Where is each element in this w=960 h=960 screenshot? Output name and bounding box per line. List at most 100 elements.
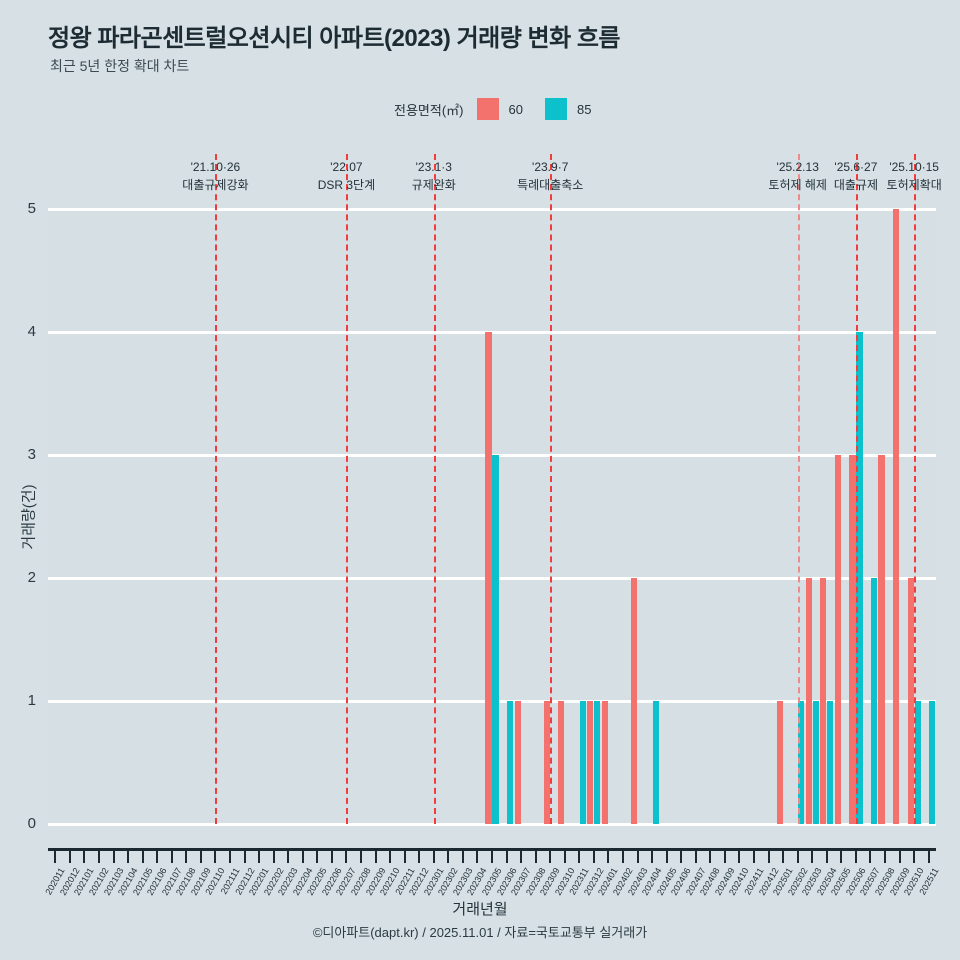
x-tick [156, 851, 159, 863]
x-tick [228, 851, 231, 863]
x-tick [694, 851, 697, 863]
x-tick [345, 851, 348, 863]
event-line-202309 [550, 154, 553, 824]
bar-60-202504 [820, 578, 827, 824]
x-tick [563, 851, 566, 863]
x-tick [214, 851, 217, 863]
bar-60-202307 [514, 701, 521, 824]
gridline [48, 207, 936, 211]
x-tick [738, 851, 741, 863]
annotation-date: '25.6·27 [834, 160, 878, 174]
x-tick [592, 851, 595, 863]
bar-60-202509 [893, 209, 900, 824]
annotation-text: 대출규제강화 [182, 178, 249, 192]
x-tick [869, 851, 872, 863]
gridline [48, 822, 936, 826]
event-line-202506 [855, 154, 858, 824]
bar-60-202508 [878, 455, 885, 824]
page-title: 정왕 파라곤센트럴오션시티 아파트(2023) 거래량 변화 흐름 [48, 25, 620, 52]
x-tick [389, 851, 392, 863]
x-tick [403, 851, 406, 863]
y-tick-label: 3 [27, 446, 36, 463]
plot-area: 거래량(건) [21, 154, 936, 826]
bar-60-202310 [558, 701, 565, 824]
x-tick [884, 851, 887, 863]
x-tick [447, 851, 450, 863]
y-tick-label: 5 [27, 200, 36, 217]
event-line-202510 [914, 154, 917, 824]
x-tick [112, 851, 115, 863]
bar-60-202510 [907, 578, 914, 824]
x-tick [811, 851, 814, 863]
bar-60-202506 [849, 455, 856, 824]
x-tick [534, 851, 537, 863]
y-tick-label: 1 [27, 692, 36, 709]
x-axis-label: 거래년월 [452, 901, 508, 918]
annotation-date: '21.10·26 [190, 160, 241, 174]
bar-60-202401 [601, 701, 609, 824]
x-tick [520, 851, 523, 863]
gridline [48, 330, 936, 334]
x-tick [316, 851, 319, 863]
event-line-202207 [346, 154, 349, 824]
bar-85-202506 [856, 332, 863, 824]
event-line-202301 [433, 154, 436, 824]
x-tick [578, 851, 581, 863]
x-tick [374, 851, 377, 863]
x-tick [170, 851, 173, 863]
chart-legend: 전용면적(㎡) 60 85 [394, 98, 613, 120]
x-tick [680, 851, 683, 863]
x-tick [913, 851, 916, 863]
x-tick [782, 851, 785, 863]
bar-85-202404 [652, 701, 659, 824]
x-tick [287, 851, 290, 863]
x-tick [825, 851, 828, 863]
x-tick [185, 851, 188, 863]
gridline [48, 699, 936, 703]
bar-60-202503 [805, 578, 812, 824]
annotation-202309: '23.9·7 특례대출축소 [517, 158, 583, 194]
annotation-date: '23.9·7 [532, 160, 569, 174]
gridline [48, 576, 936, 580]
y-tick-label: 2 [27, 569, 36, 586]
bar-85-202311 [579, 701, 586, 824]
x-tick [432, 851, 435, 863]
bar-85-202305 [492, 455, 499, 824]
x-tick [491, 851, 493, 863]
annotation-202110: '21.10·26 대출규제강화 [182, 158, 248, 194]
bar-60-202309 [543, 701, 550, 824]
legend-swatch-60 [476, 98, 499, 120]
annotation-202301: '23.1·3 규제완화 [412, 158, 456, 194]
legend-label-85: 85 [576, 101, 592, 117]
event-line-202502 [797, 154, 800, 824]
legend-swatch-85 [544, 98, 567, 120]
annotation-text: 토허제 해제 [768, 178, 827, 192]
bar-60-202505 [834, 455, 841, 824]
bar-60-202305 [485, 332, 492, 824]
bar-85-202510 [914, 701, 921, 824]
legend-label-60: 60 [508, 101, 523, 117]
bar-85-202502 [798, 701, 805, 824]
x-tick [898, 851, 901, 863]
x-tick [476, 851, 479, 863]
annotation-date: '25.10·15 [889, 160, 939, 174]
x-tick [330, 851, 333, 863]
x-tick [927, 851, 930, 863]
x-tick [767, 851, 770, 863]
x-tick [127, 851, 130, 863]
y-tick-label: 0 [27, 815, 36, 832]
annotation-date: '22.07 [330, 160, 363, 174]
bar-60-202403 [630, 578, 638, 824]
annotation-202506: '25.6·27 대출규제 [834, 158, 878, 194]
x-tick [854, 851, 857, 863]
x-tick [359, 851, 362, 863]
bar-85-202306 [506, 701, 514, 824]
gridline [48, 453, 936, 457]
credit-text: ©디아파트(dapt.kr) / 2025.11.01 / 자료=국토교통부 실… [312, 925, 648, 940]
y-tick-label: 4 [27, 323, 36, 340]
bar-85-202503 [812, 701, 819, 824]
annotation-202207: '22.07 DSR 3단계 [318, 158, 375, 194]
x-tick [141, 851, 144, 863]
x-tick [636, 851, 639, 863]
